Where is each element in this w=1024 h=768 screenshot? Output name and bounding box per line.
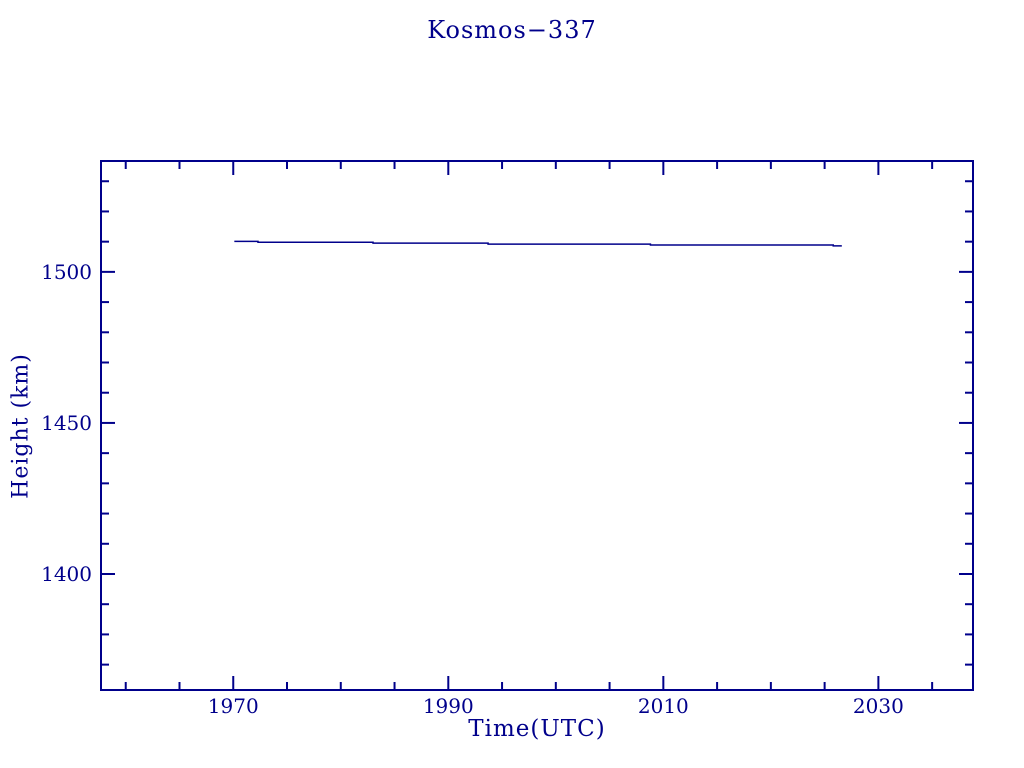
data-line-height [234,240,842,247]
chart-title: Kosmos−337 [427,16,597,44]
x-tick-label-2030: 2030 [852,694,904,718]
x-axis-label: Time(UTC) [468,716,606,742]
x-tick-label-1970: 1970 [207,694,259,718]
y-tick-label-1400: 1400 [41,561,92,586]
y-axis-label: Height (km) [8,353,34,499]
x-tick-label-1990: 1990 [422,694,474,718]
y-tick-label-1500: 1500 [41,259,92,284]
y-tick-label-1450: 1450 [41,410,92,435]
x-tick-label-2010: 2010 [637,694,689,718]
plot-frame [100,160,974,691]
